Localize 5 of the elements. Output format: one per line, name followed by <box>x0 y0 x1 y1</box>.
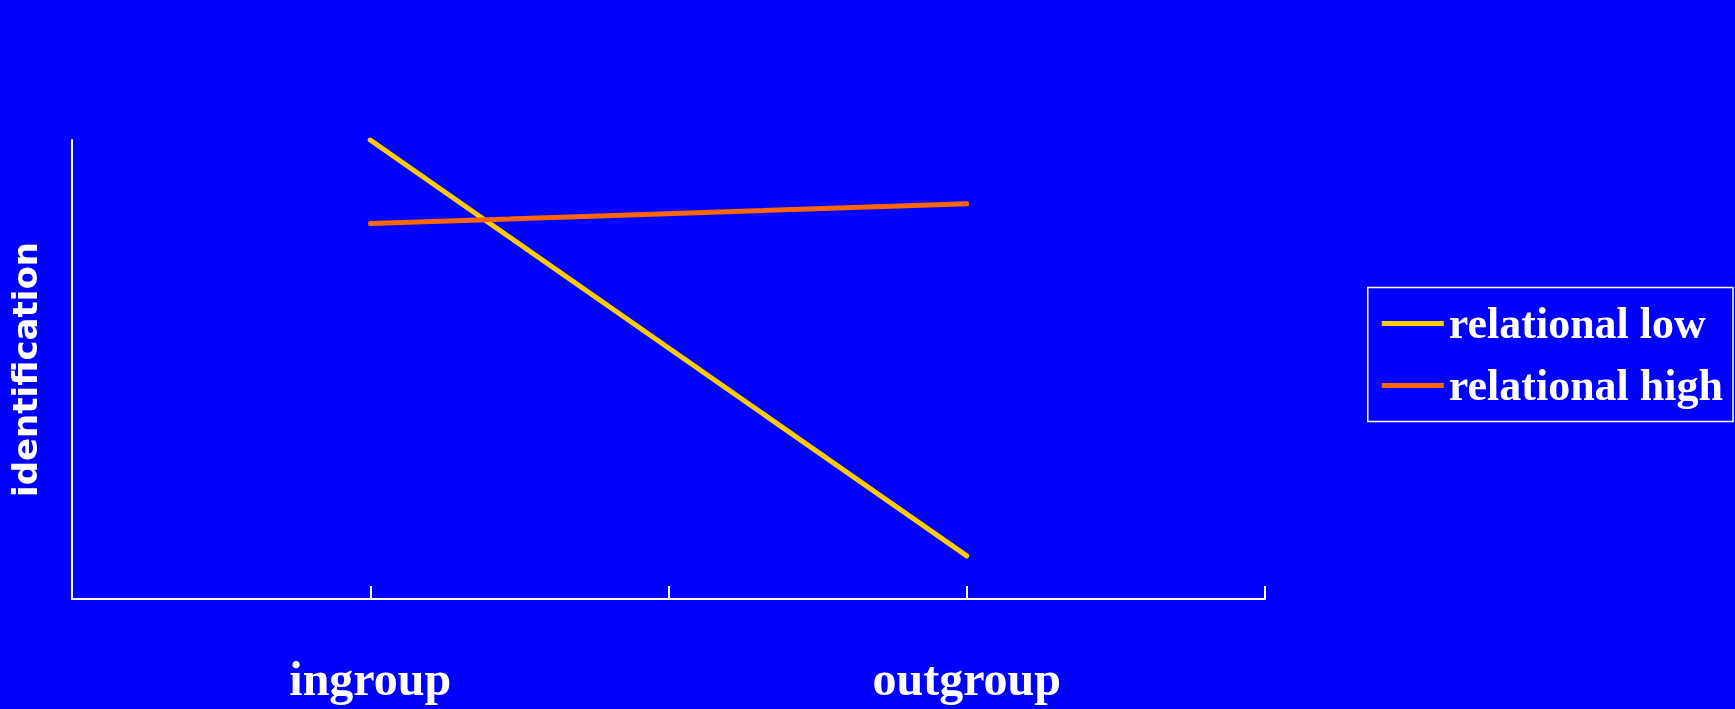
legend-label: relational low <box>1448 299 1707 348</box>
legend-label: relational high <box>1448 361 1724 410</box>
y-axis-title: identification <box>5 242 45 497</box>
x-tick-label: ingroup <box>289 651 452 705</box>
x-tick-label: outgroup <box>872 651 1062 705</box>
